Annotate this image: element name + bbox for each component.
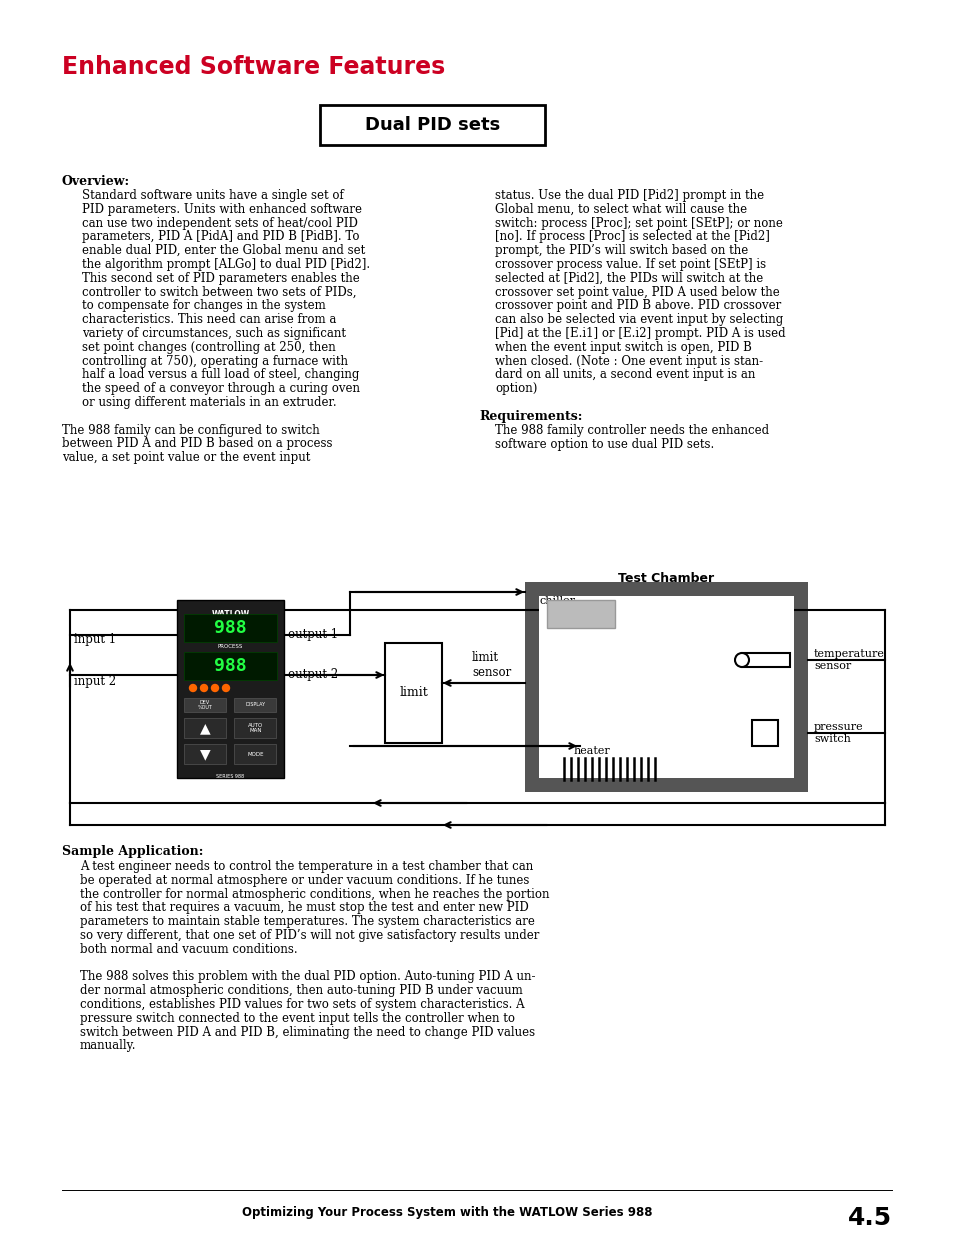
Text: WATLOW: WATLOW bbox=[212, 610, 250, 619]
Bar bbox=[177, 600, 284, 778]
Text: Enhanced Software Features: Enhanced Software Features bbox=[62, 56, 445, 79]
Text: switch between PID A and PID B, eliminating the need to change PID values: switch between PID A and PID B, eliminat… bbox=[80, 1025, 535, 1039]
Text: heater: heater bbox=[574, 746, 610, 756]
Bar bbox=[538, 597, 793, 778]
Text: characteristics. This need can arise from a: characteristics. This need can arise fro… bbox=[82, 314, 336, 326]
Text: value, a set point value or the event input: value, a set point value or the event in… bbox=[62, 451, 310, 464]
Text: Standard software units have a single set of: Standard software units have a single se… bbox=[82, 189, 343, 203]
Text: selected at [Pid2], the PIDs will switch at the: selected at [Pid2], the PIDs will switch… bbox=[495, 272, 762, 285]
Text: limit
sensor: limit sensor bbox=[472, 651, 511, 679]
Text: pressure
switch: pressure switch bbox=[813, 721, 862, 745]
Text: crossover set point value, PID A used below the: crossover set point value, PID A used be… bbox=[495, 285, 779, 299]
Text: ▲: ▲ bbox=[199, 721, 210, 735]
Text: to compensate for changes in the system: to compensate for changes in the system bbox=[82, 299, 325, 312]
Text: controller to switch between two sets of PIDs,: controller to switch between two sets of… bbox=[82, 285, 356, 299]
Text: Overview:: Overview: bbox=[62, 175, 130, 188]
Text: Dual PID sets: Dual PID sets bbox=[364, 116, 499, 135]
Text: can also be selected via event input by selecting: can also be selected via event input by … bbox=[495, 314, 782, 326]
Bar bbox=[184, 698, 226, 713]
Text: status. Use the dual PID [Pid2] prompt in the: status. Use the dual PID [Pid2] prompt i… bbox=[495, 189, 763, 203]
Text: of his test that requires a vacuum, he must stop the test and enter new PID: of his test that requires a vacuum, he m… bbox=[80, 902, 528, 914]
Bar bbox=[524, 582, 807, 792]
Text: This second set of PID parameters enables the: This second set of PID parameters enable… bbox=[82, 272, 359, 285]
Text: between PID A and PID B based on a process: between PID A and PID B based on a proce… bbox=[62, 437, 333, 451]
Text: limit: limit bbox=[398, 687, 428, 699]
Circle shape bbox=[190, 684, 196, 692]
Text: parameters, PID A [PidA] and PID B [PidB]. To: parameters, PID A [PidA] and PID B [PidB… bbox=[82, 231, 359, 243]
Text: can use two independent sets of heat/cool PID: can use two independent sets of heat/coo… bbox=[82, 216, 357, 230]
Bar bbox=[385, 643, 441, 743]
Text: output 1: output 1 bbox=[288, 629, 337, 641]
Text: so very different, that one set of PID’s will not give satisfactory results unde: so very different, that one set of PID’s… bbox=[80, 929, 538, 942]
Bar bbox=[319, 105, 544, 144]
Text: prompt, the PID’s will switch based on the: prompt, the PID’s will switch based on t… bbox=[495, 245, 747, 257]
Text: Requirements:: Requirements: bbox=[478, 410, 581, 422]
Text: manually.: manually. bbox=[80, 1040, 136, 1052]
Text: Sample Application:: Sample Application: bbox=[62, 845, 203, 858]
Text: output 2: output 2 bbox=[288, 668, 337, 680]
Text: The 988 family can be configured to switch: The 988 family can be configured to swit… bbox=[62, 424, 319, 437]
Text: [no]. If process [Proc] is selected at the [Pid2]: [no]. If process [Proc] is selected at t… bbox=[495, 231, 769, 243]
Bar bbox=[233, 743, 275, 764]
Text: enable dual PID, enter the Global menu and set: enable dual PID, enter the Global menu a… bbox=[82, 245, 365, 257]
Text: input 2: input 2 bbox=[74, 676, 116, 688]
Text: dard on all units, a second event input is an: dard on all units, a second event input … bbox=[495, 368, 755, 382]
Bar bbox=[233, 698, 275, 713]
Text: MODE: MODE bbox=[248, 752, 264, 757]
Text: AUTO
MAN: AUTO MAN bbox=[248, 722, 263, 734]
Text: Optimizing Your Process System with the WATLOW Series 988: Optimizing Your Process System with the … bbox=[241, 1207, 652, 1219]
Bar bbox=[184, 743, 226, 764]
Circle shape bbox=[212, 684, 218, 692]
Text: chiller: chiller bbox=[539, 597, 576, 606]
Text: option): option) bbox=[495, 382, 537, 395]
Bar bbox=[233, 718, 275, 739]
Text: 4.5: 4.5 bbox=[847, 1207, 891, 1230]
Text: set point changes (controlling at 250, then: set point changes (controlling at 250, t… bbox=[82, 341, 335, 353]
Text: [Pid] at the [E.i1] or [E.i2] prompt. PID A is used: [Pid] at the [E.i1] or [E.i2] prompt. PI… bbox=[495, 327, 785, 340]
Text: Global menu, to select what will cause the: Global menu, to select what will cause t… bbox=[495, 203, 746, 216]
Text: the algorithm prompt [ALGo] to dual PID [Pid2].: the algorithm prompt [ALGo] to dual PID … bbox=[82, 258, 370, 270]
Text: 988: 988 bbox=[214, 657, 247, 676]
Text: The 988 family controller needs the enhanced: The 988 family controller needs the enha… bbox=[495, 424, 768, 437]
Text: der normal atmospheric conditions, then auto-tuning PID B under vacuum: der normal atmospheric conditions, then … bbox=[80, 984, 522, 997]
Text: temperature
sensor: temperature sensor bbox=[813, 648, 884, 671]
Text: crossover point and PID B above. PID crossover: crossover point and PID B above. PID cro… bbox=[495, 299, 781, 312]
Text: crossover process value. If set point [SEtP] is: crossover process value. If set point [S… bbox=[495, 258, 765, 270]
Text: SERIES 988: SERIES 988 bbox=[216, 774, 244, 779]
Bar bbox=[751, 720, 778, 746]
Text: conditions, establishes PID values for two sets of system characteristics. A: conditions, establishes PID values for t… bbox=[80, 998, 524, 1011]
Text: ▼: ▼ bbox=[199, 747, 210, 761]
Text: parameters to maintain stable temperatures. The system characteristics are: parameters to maintain stable temperatur… bbox=[80, 915, 535, 929]
Bar bbox=[546, 600, 615, 629]
Text: both normal and vacuum conditions.: both normal and vacuum conditions. bbox=[80, 942, 297, 956]
Text: controlling at 750), operating a furnace with: controlling at 750), operating a furnace… bbox=[82, 354, 348, 368]
Circle shape bbox=[734, 653, 748, 667]
Bar bbox=[184, 652, 276, 680]
Text: or using different materials in an extruder.: or using different materials in an extru… bbox=[82, 396, 336, 409]
Text: the speed of a conveyor through a curing oven: the speed of a conveyor through a curing… bbox=[82, 382, 359, 395]
Bar bbox=[184, 614, 276, 642]
Text: when the event input switch is open, PID B: when the event input switch is open, PID… bbox=[495, 341, 751, 353]
Text: the controller for normal atmospheric conditions, when he reaches the portion: the controller for normal atmospheric co… bbox=[80, 888, 549, 900]
Text: Test Chamber: Test Chamber bbox=[618, 572, 713, 585]
Text: PROCESS: PROCESS bbox=[217, 643, 243, 650]
Text: 988: 988 bbox=[214, 619, 247, 637]
Text: half a load versus a full load of steel, changing: half a load versus a full load of steel,… bbox=[82, 368, 359, 382]
Text: be operated at normal atmosphere or under vacuum conditions. If he tunes: be operated at normal atmosphere or unde… bbox=[80, 874, 529, 887]
Text: when closed. (Note : One event input is stan-: when closed. (Note : One event input is … bbox=[495, 354, 762, 368]
Bar bbox=[741, 653, 789, 667]
Text: DEV
%OUT: DEV %OUT bbox=[197, 699, 213, 710]
Text: The 988 solves this problem with the dual PID option. Auto-tuning PID A un-: The 988 solves this problem with the dua… bbox=[80, 971, 535, 983]
Text: switch: process [Proc]; set point [SEtP]; or none: switch: process [Proc]; set point [SEtP]… bbox=[495, 216, 782, 230]
Text: DISPLAY: DISPLAY bbox=[246, 703, 266, 708]
Text: software option to use dual PID sets.: software option to use dual PID sets. bbox=[495, 437, 714, 451]
Text: input 1: input 1 bbox=[74, 634, 116, 646]
Text: pressure switch connected to the event input tells the controller when to: pressure switch connected to the event i… bbox=[80, 1011, 515, 1025]
Text: A test engineer needs to control the temperature in a test chamber that can: A test engineer needs to control the tem… bbox=[80, 860, 533, 873]
Bar bbox=[184, 718, 226, 739]
Circle shape bbox=[200, 684, 208, 692]
Circle shape bbox=[222, 684, 230, 692]
Text: PID parameters. Units with enhanced software: PID parameters. Units with enhanced soft… bbox=[82, 203, 361, 216]
Text: variety of circumstances, such as significant: variety of circumstances, such as signif… bbox=[82, 327, 346, 340]
